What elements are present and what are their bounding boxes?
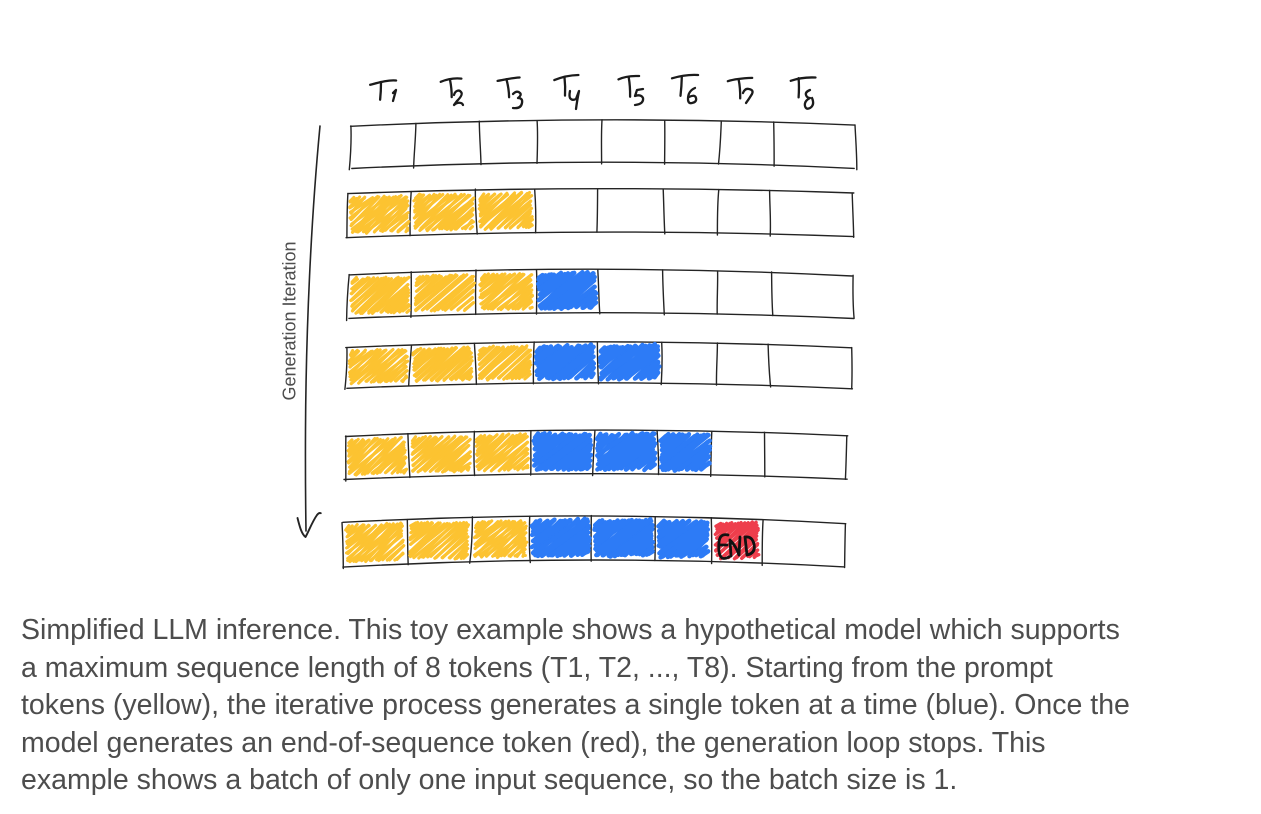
svg-text:Generation Iteration: Generation Iteration [280,241,300,400]
